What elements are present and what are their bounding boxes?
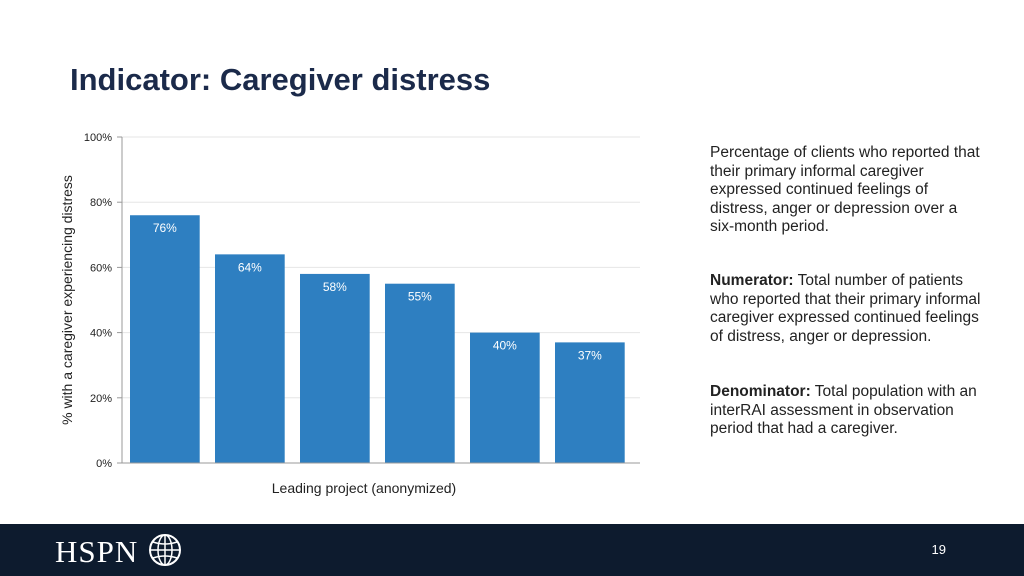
y-tick-label: 80% bbox=[90, 197, 112, 209]
data-label: 64% bbox=[238, 260, 262, 274]
bar bbox=[385, 283, 455, 463]
data-label: 55% bbox=[408, 290, 432, 304]
y-tick-label: 20% bbox=[90, 393, 112, 405]
page-number: 19 bbox=[931, 542, 946, 557]
data-label: 58% bbox=[323, 280, 347, 294]
indicator-definition: Percentage of clients who reported that … bbox=[710, 144, 985, 237]
data-label: 76% bbox=[153, 221, 177, 235]
globe-icon bbox=[149, 534, 181, 566]
denominator-block: Denominator: Total population with an in… bbox=[710, 383, 985, 439]
numerator-label: Numerator: bbox=[710, 272, 794, 289]
bar bbox=[300, 273, 370, 463]
hspn-logo-text: HSPN bbox=[55, 534, 139, 569]
x-axis-title: Leading project (anonymized) bbox=[272, 480, 456, 496]
y-tick-label: 40% bbox=[90, 328, 112, 340]
slide-title: Indicator: Caregiver distress bbox=[70, 62, 491, 97]
y-tick-label: 100% bbox=[84, 132, 112, 144]
bar-chart: 0% 20% 40% 60% 80% 100% 76% 64% 58% 55% 40% 37% Le… bbox=[59, 132, 640, 496]
data-labels: 76% 64% 58% 55% 40% 37% bbox=[153, 221, 602, 362]
data-label: 37% bbox=[578, 348, 602, 362]
y-tick-label: 0% bbox=[96, 458, 112, 470]
numerator-block: Numerator: Total number of patients who … bbox=[710, 272, 985, 346]
definition-text: Percentage of clients who reported that … bbox=[710, 144, 980, 235]
grid-lines bbox=[122, 136, 640, 399]
denominator-label: Denominator: bbox=[710, 383, 811, 400]
bar bbox=[555, 342, 625, 463]
data-label: 40% bbox=[493, 339, 517, 353]
bar bbox=[130, 215, 200, 463]
y-tick-labels: 0% 20% 40% 60% 80% 100% bbox=[84, 132, 122, 470]
numerator-text: Total number of patients who reported th… bbox=[710, 272, 981, 345]
footer-bar: HSPN 19 bbox=[0, 524, 1024, 576]
y-tick-label: 60% bbox=[90, 262, 112, 274]
denominator-text: Total population with an interRAI assess… bbox=[710, 383, 977, 437]
bar bbox=[470, 332, 540, 463]
bar bbox=[215, 254, 285, 463]
bars bbox=[130, 215, 625, 463]
y-axis-title: % with a caregiver experiencing distress bbox=[59, 175, 75, 425]
